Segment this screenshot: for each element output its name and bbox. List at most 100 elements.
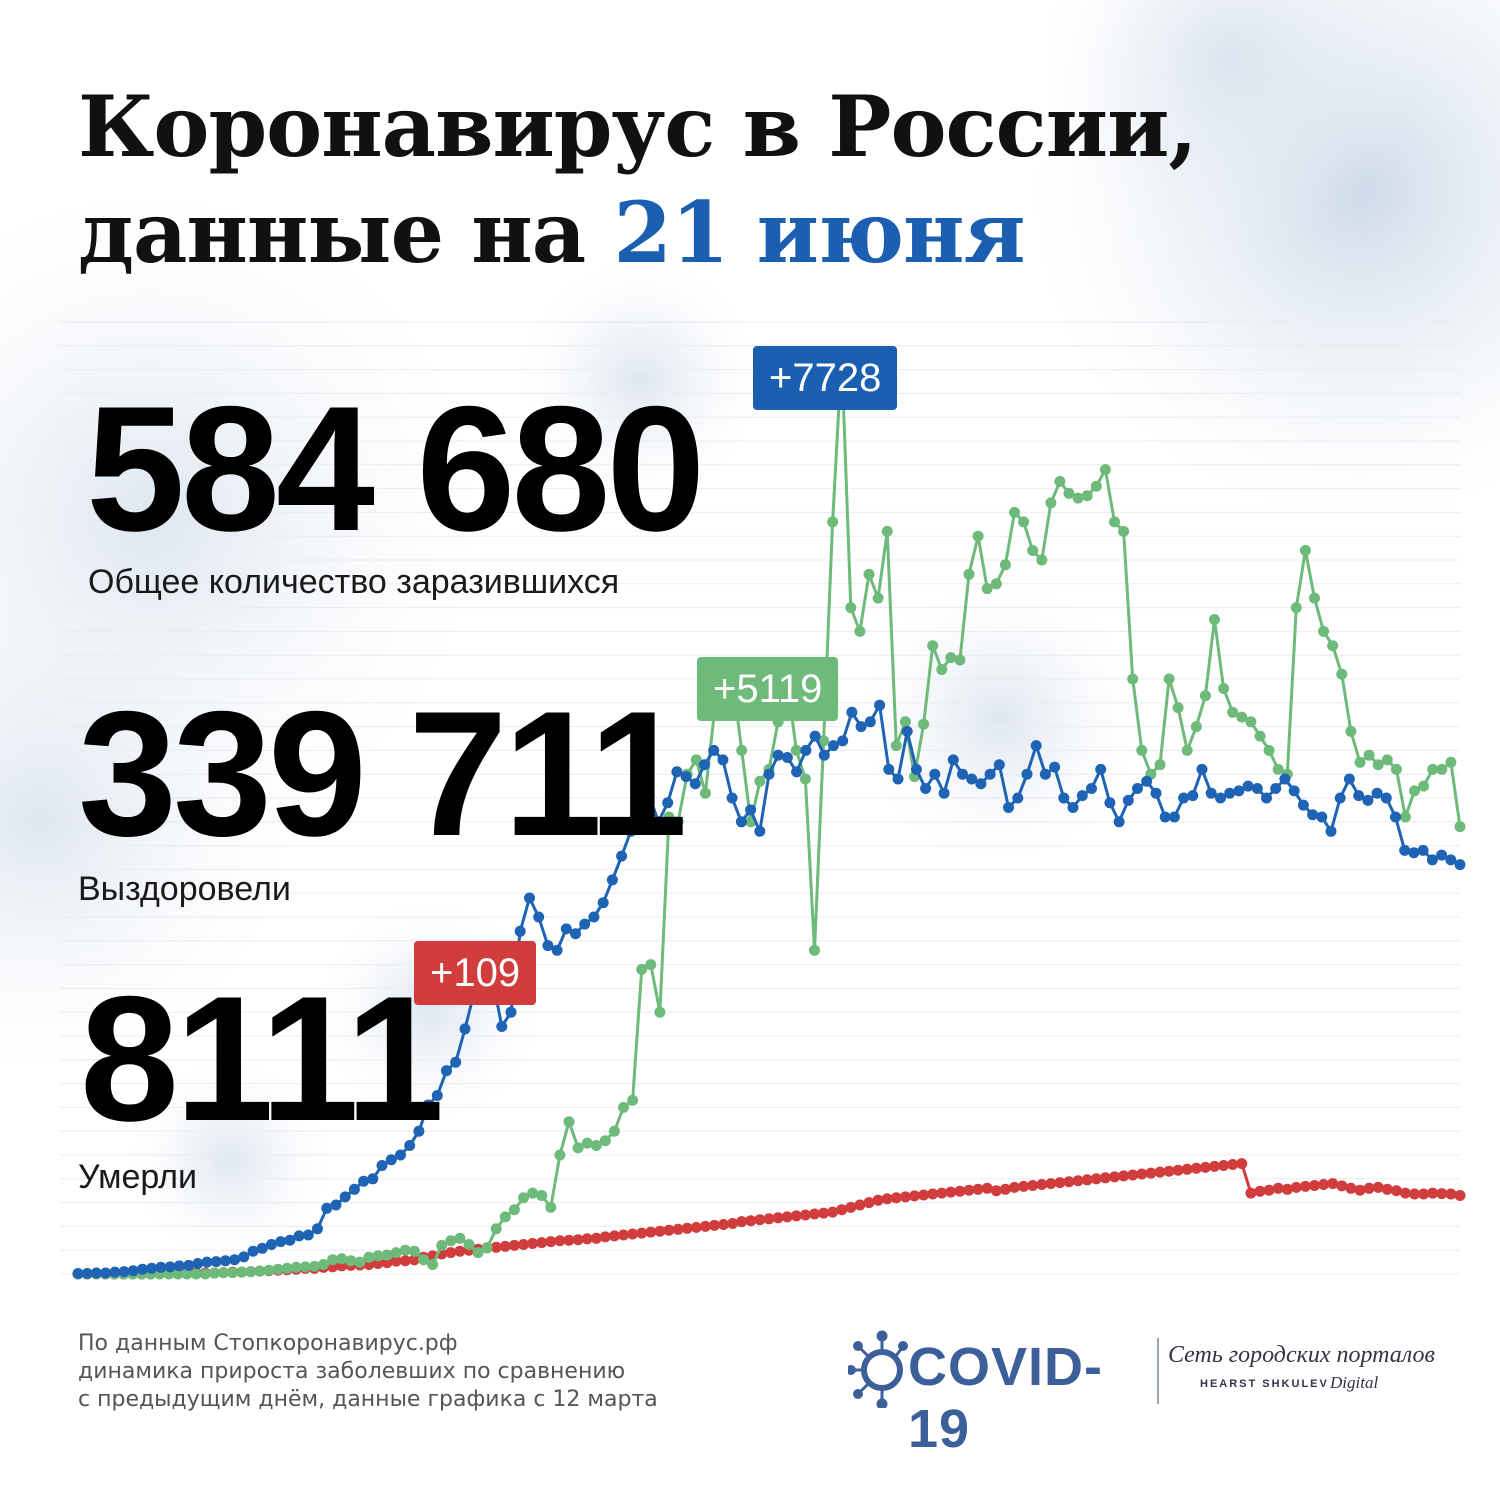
data-point bbox=[1254, 1185, 1266, 1197]
data-point bbox=[579, 918, 591, 930]
data-point bbox=[781, 1211, 793, 1223]
data-point bbox=[1081, 490, 1093, 502]
data-point bbox=[981, 583, 993, 595]
virus-icon bbox=[848, 1330, 908, 1408]
data-point bbox=[1181, 1163, 1193, 1175]
data-point bbox=[1163, 1165, 1175, 1177]
data-point bbox=[1159, 811, 1171, 823]
data-point bbox=[1381, 754, 1393, 766]
data-point bbox=[1345, 725, 1357, 737]
data-point bbox=[1227, 706, 1239, 718]
footnote: По данным Стопкоронавирус.рф динамика пр… bbox=[78, 1330, 658, 1414]
data-point bbox=[1215, 792, 1226, 804]
data-point bbox=[1299, 1180, 1311, 1192]
data-point bbox=[645, 1226, 657, 1238]
data-point bbox=[1172, 702, 1184, 714]
data-point bbox=[238, 1251, 250, 1263]
data-point bbox=[874, 699, 886, 711]
data-point bbox=[945, 1186, 957, 1198]
data-point bbox=[680, 771, 692, 783]
data-point bbox=[1417, 844, 1429, 856]
data-point bbox=[945, 652, 957, 664]
data-point bbox=[929, 768, 941, 780]
data-point bbox=[427, 1259, 439, 1270]
data-point bbox=[1104, 797, 1116, 809]
data-point bbox=[527, 1187, 539, 1199]
data-point bbox=[450, 1056, 462, 1068]
data-point bbox=[1270, 783, 1282, 794]
data-point bbox=[1336, 668, 1348, 680]
data-point bbox=[1390, 763, 1402, 775]
data-point bbox=[845, 602, 857, 614]
data-point bbox=[1454, 821, 1466, 833]
data-point bbox=[918, 1189, 930, 1201]
data-point bbox=[1218, 1160, 1230, 1171]
data-point bbox=[172, 1268, 184, 1280]
data-point bbox=[963, 568, 975, 580]
data-point bbox=[1009, 506, 1020, 518]
data-point bbox=[518, 1192, 529, 1204]
data-point bbox=[654, 1006, 666, 1018]
data-point bbox=[173, 1260, 185, 1272]
data-point bbox=[681, 1222, 693, 1234]
data-point bbox=[155, 1261, 167, 1273]
data-point bbox=[1090, 480, 1102, 492]
data-point bbox=[1067, 802, 1079, 813]
data-point bbox=[536, 1237, 548, 1249]
data-point bbox=[791, 766, 803, 778]
recovered-value: 339 711 bbox=[78, 674, 688, 873]
data-point bbox=[1036, 1179, 1048, 1190]
data-point bbox=[927, 1188, 939, 1200]
data-point bbox=[1163, 673, 1175, 685]
data-point bbox=[299, 1261, 311, 1273]
data-point bbox=[645, 959, 657, 971]
data-point bbox=[284, 1234, 296, 1246]
data-point bbox=[164, 1261, 176, 1273]
data-point bbox=[800, 744, 812, 756]
data-point bbox=[984, 768, 996, 780]
data-point bbox=[345, 1255, 357, 1267]
data-point bbox=[367, 1173, 379, 1185]
data-point bbox=[1009, 1181, 1020, 1193]
data-point bbox=[418, 1254, 429, 1266]
data-point bbox=[263, 1264, 275, 1276]
data-point bbox=[636, 1227, 648, 1239]
data-point bbox=[551, 944, 563, 956]
data-point bbox=[699, 1220, 711, 1232]
data-point bbox=[1168, 811, 1180, 823]
data-point bbox=[1327, 1178, 1339, 1190]
data-point bbox=[654, 1225, 666, 1237]
data-point bbox=[918, 718, 930, 730]
title-line2-prefix: данные на bbox=[78, 183, 614, 282]
data-point bbox=[1307, 809, 1319, 821]
data-point bbox=[1045, 1178, 1057, 1190]
data-point bbox=[972, 530, 984, 542]
footnote-line3: с предыдущим днём, данные графика с 12 м… bbox=[78, 1387, 658, 1412]
data-point bbox=[735, 816, 747, 828]
data-point bbox=[499, 1211, 511, 1223]
data-point bbox=[570, 928, 581, 940]
data-point bbox=[275, 1236, 287, 1248]
data-point bbox=[1127, 673, 1139, 685]
data-point bbox=[1190, 1162, 1202, 1174]
data-point bbox=[652, 816, 664, 828]
data-point bbox=[1072, 492, 1084, 504]
data-point bbox=[1054, 476, 1066, 487]
data-point bbox=[229, 1254, 241, 1266]
data-point bbox=[947, 754, 959, 766]
data-point bbox=[1318, 625, 1330, 637]
data-point bbox=[1236, 1158, 1248, 1170]
data-point bbox=[671, 766, 683, 778]
data-point bbox=[1018, 516, 1030, 528]
data-point bbox=[993, 759, 1005, 771]
data-point bbox=[864, 716, 876, 728]
covid-logo: COVID-19 bbox=[848, 1328, 1148, 1459]
data-point bbox=[1199, 1161, 1211, 1173]
data-point bbox=[590, 1232, 602, 1244]
data-point bbox=[1030, 740, 1042, 752]
data-point bbox=[717, 754, 729, 766]
data-point bbox=[890, 740, 902, 752]
data-point bbox=[1363, 1182, 1375, 1194]
data-point bbox=[533, 911, 545, 923]
data-point bbox=[408, 1254, 420, 1266]
